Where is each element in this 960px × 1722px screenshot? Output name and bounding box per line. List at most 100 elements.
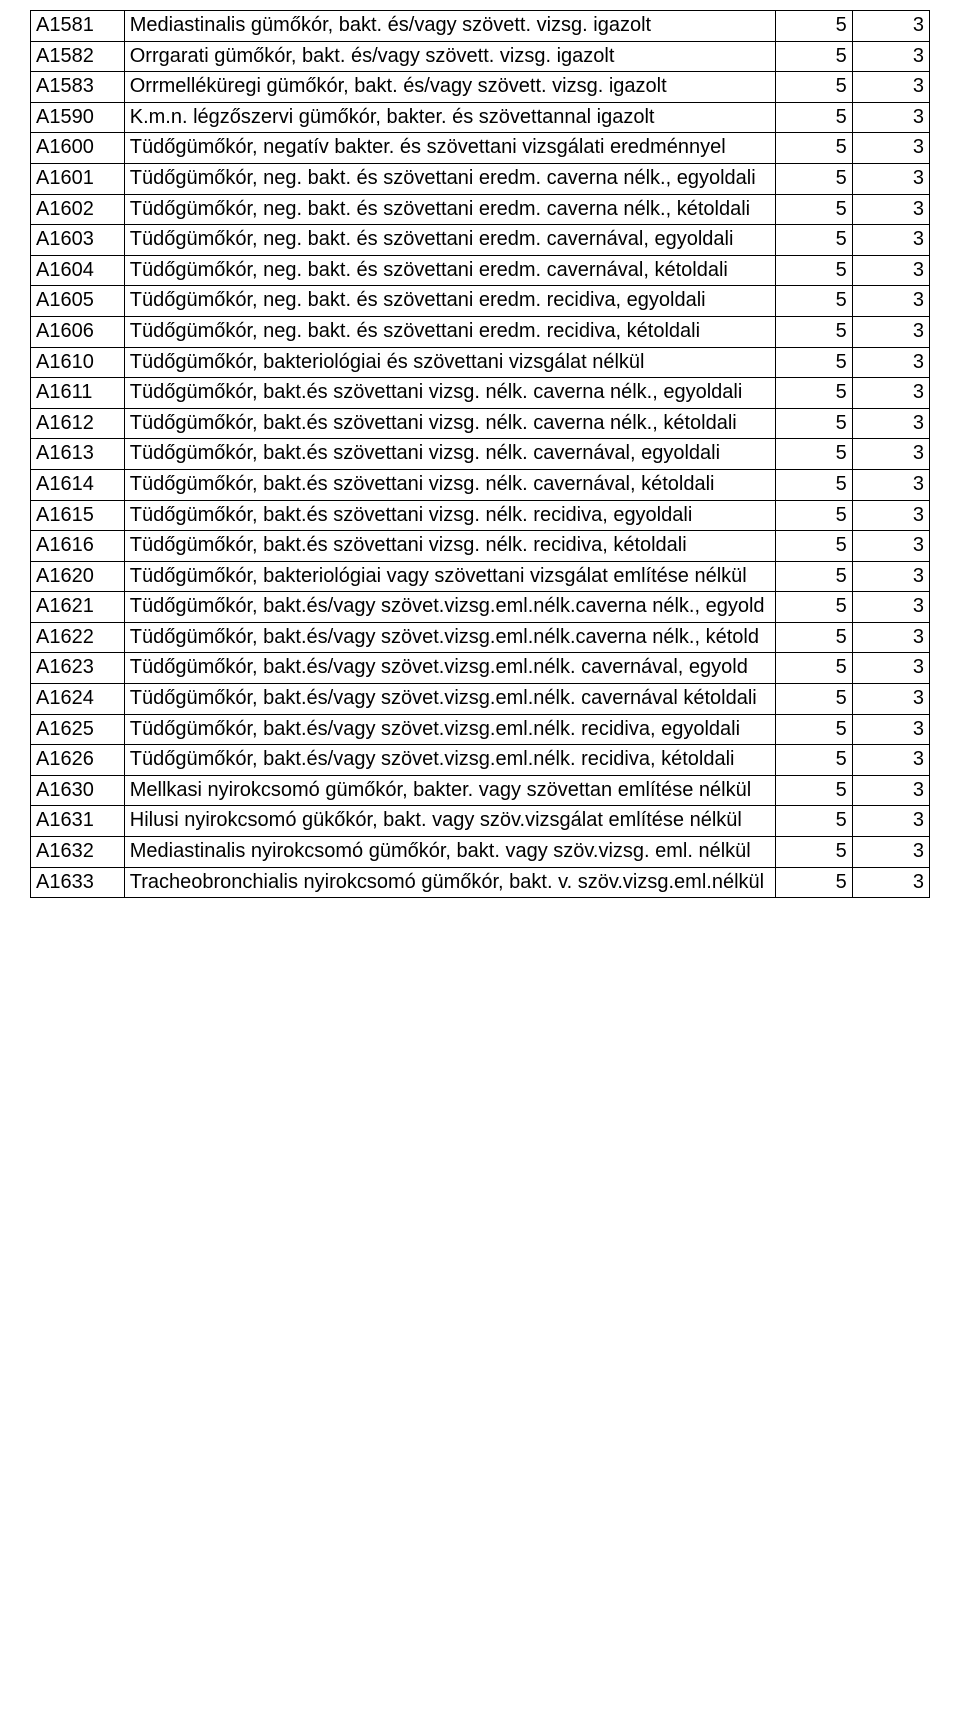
value2-cell: 3 bbox=[852, 500, 929, 531]
table-row: A1614Tüdőgümőkór, bakt.és szövettani viz… bbox=[31, 469, 930, 500]
value2-cell: 3 bbox=[852, 531, 929, 562]
code-cell: A1633 bbox=[31, 867, 125, 898]
value1-cell: 5 bbox=[775, 194, 852, 225]
description-cell: Tüdőgümőkór, bakt.és szövettani vizsg. n… bbox=[124, 469, 775, 500]
value1-cell: 5 bbox=[775, 133, 852, 164]
code-cell: A1616 bbox=[31, 531, 125, 562]
code-cell: A1624 bbox=[31, 684, 125, 715]
value2-cell: 3 bbox=[852, 11, 929, 42]
table-row: A1611Tüdőgümőkór, bakt.és szövettani viz… bbox=[31, 378, 930, 409]
description-cell: Tüdőgümőkór, bakt.és szövettani vizsg. n… bbox=[124, 500, 775, 531]
value2-cell: 3 bbox=[852, 102, 929, 133]
code-cell: A1602 bbox=[31, 194, 125, 225]
value1-cell: 5 bbox=[775, 622, 852, 653]
description-cell: Tüdőgümőkór, bakt.és/vagy szövet.vizsg.e… bbox=[124, 745, 775, 776]
description-cell: Tüdőgümőkór, neg. bakt. és szövettani er… bbox=[124, 255, 775, 286]
value2-cell: 3 bbox=[852, 316, 929, 347]
code-cell: A1614 bbox=[31, 469, 125, 500]
value2-cell: 3 bbox=[852, 286, 929, 317]
description-cell: Tüdőgümőkór, negatív bakter. és szövetta… bbox=[124, 133, 775, 164]
description-cell: Tüdőgümőkór, bakt.és/vagy szövet.vizsg.e… bbox=[124, 592, 775, 623]
description-cell: Mellkasi nyirokcsomó gümőkór, bakter. va… bbox=[124, 775, 775, 806]
value1-cell: 5 bbox=[775, 561, 852, 592]
value2-cell: 3 bbox=[852, 775, 929, 806]
value1-cell: 5 bbox=[775, 72, 852, 103]
description-cell: Mediastinalis nyirokcsomó gümőkór, bakt.… bbox=[124, 837, 775, 868]
table-row: A1632Mediastinalis nyirokcsomó gümőkór, … bbox=[31, 837, 930, 868]
value2-cell: 3 bbox=[852, 622, 929, 653]
value1-cell: 5 bbox=[775, 408, 852, 439]
value2-cell: 3 bbox=[852, 378, 929, 409]
value2-cell: 3 bbox=[852, 194, 929, 225]
table-row: A1605Tüdőgümőkór, neg. bakt. és szövetta… bbox=[31, 286, 930, 317]
table-row: A1583Orrmelléküregi gümőkór, bakt. és/va… bbox=[31, 72, 930, 103]
value1-cell: 5 bbox=[775, 469, 852, 500]
table-row: A1624Tüdőgümőkór, bakt.és/vagy szövet.vi… bbox=[31, 684, 930, 715]
table-row: A1615Tüdőgümőkór, bakt.és szövettani viz… bbox=[31, 500, 930, 531]
value1-cell: 5 bbox=[775, 225, 852, 256]
value2-cell: 3 bbox=[852, 439, 929, 470]
code-cell: A1600 bbox=[31, 133, 125, 164]
value1-cell: 5 bbox=[775, 500, 852, 531]
value1-cell: 5 bbox=[775, 867, 852, 898]
description-cell: Tüdőgümőkór, bakt.és/vagy szövet.vizsg.e… bbox=[124, 622, 775, 653]
value1-cell: 5 bbox=[775, 11, 852, 42]
code-cell: A1612 bbox=[31, 408, 125, 439]
table-row: A1620Tüdőgümőkór, bakteriológiai vagy sz… bbox=[31, 561, 930, 592]
table-row: A1623Tüdőgümőkór, bakt.és/vagy szövet.vi… bbox=[31, 653, 930, 684]
medical-code-table: A1581Mediastinalis gümőkór, bakt. és/vag… bbox=[30, 10, 930, 898]
code-cell: A1601 bbox=[31, 163, 125, 194]
value1-cell: 5 bbox=[775, 255, 852, 286]
table-row: A1630Mellkasi nyirokcsomó gümőkór, bakte… bbox=[31, 775, 930, 806]
code-cell: A1631 bbox=[31, 806, 125, 837]
description-cell: Tüdőgümőkór, bakt.és/vagy szövet.vizsg.e… bbox=[124, 714, 775, 745]
code-cell: A1620 bbox=[31, 561, 125, 592]
table-row: A1606Tüdőgümőkór, neg. bakt. és szövetta… bbox=[31, 316, 930, 347]
table-row: A1631Hilusi nyirokcsomó gükőkór, bakt. v… bbox=[31, 806, 930, 837]
value1-cell: 5 bbox=[775, 592, 852, 623]
table-row: A1626Tüdőgümőkór, bakt.és/vagy szövet.vi… bbox=[31, 745, 930, 776]
value2-cell: 3 bbox=[852, 867, 929, 898]
table-row: A1600Tüdőgümőkór, negatív bakter. és szö… bbox=[31, 133, 930, 164]
code-cell: A1621 bbox=[31, 592, 125, 623]
value1-cell: 5 bbox=[775, 316, 852, 347]
description-cell: Orrmelléküregi gümőkór, bakt. és/vagy sz… bbox=[124, 72, 775, 103]
description-cell: Tüdőgümőkór, bakt.és szövettani vizsg. n… bbox=[124, 378, 775, 409]
code-cell: A1610 bbox=[31, 347, 125, 378]
description-cell: Tüdőgümőkór, neg. bakt. és szövettani er… bbox=[124, 316, 775, 347]
table-row: A1582Orrgarati gümőkór, bakt. és/vagy sz… bbox=[31, 41, 930, 72]
description-cell: Tüdőgümőkór, neg. bakt. és szövettani er… bbox=[124, 163, 775, 194]
table-row: A1621Tüdőgümőkór, bakt.és/vagy szövet.vi… bbox=[31, 592, 930, 623]
value1-cell: 5 bbox=[775, 775, 852, 806]
table-row: A1633Tracheobronchialis nyirokcsomó gümő… bbox=[31, 867, 930, 898]
description-cell: Mediastinalis gümőkór, bakt. és/vagy szö… bbox=[124, 11, 775, 42]
value1-cell: 5 bbox=[775, 439, 852, 470]
description-cell: Tüdőgümőkór, neg. bakt. és szövettani er… bbox=[124, 286, 775, 317]
code-cell: A1615 bbox=[31, 500, 125, 531]
description-cell: Tüdőgümőkór, bakteriológiai vagy szövett… bbox=[124, 561, 775, 592]
value2-cell: 3 bbox=[852, 255, 929, 286]
code-cell: A1630 bbox=[31, 775, 125, 806]
value2-cell: 3 bbox=[852, 469, 929, 500]
value1-cell: 5 bbox=[775, 684, 852, 715]
value1-cell: 5 bbox=[775, 163, 852, 194]
value2-cell: 3 bbox=[852, 714, 929, 745]
value2-cell: 3 bbox=[852, 806, 929, 837]
table-row: A1602Tüdőgümőkór, neg. bakt. és szövetta… bbox=[31, 194, 930, 225]
code-cell: A1611 bbox=[31, 378, 125, 409]
code-cell: A1632 bbox=[31, 837, 125, 868]
value2-cell: 3 bbox=[852, 225, 929, 256]
table-row: A1612Tüdőgümőkór, bakt.és szövettani viz… bbox=[31, 408, 930, 439]
description-cell: Tüdőgümőkór, neg. bakt. és szövettani er… bbox=[124, 194, 775, 225]
value2-cell: 3 bbox=[852, 41, 929, 72]
code-cell: A1613 bbox=[31, 439, 125, 470]
value2-cell: 3 bbox=[852, 684, 929, 715]
description-cell: Hilusi nyirokcsomó gükőkór, bakt. vagy s… bbox=[124, 806, 775, 837]
value1-cell: 5 bbox=[775, 806, 852, 837]
code-cell: A1590 bbox=[31, 102, 125, 133]
value1-cell: 5 bbox=[775, 286, 852, 317]
description-cell: Tüdőgümőkór, bakt.és szövettani vizsg. n… bbox=[124, 531, 775, 562]
value1-cell: 5 bbox=[775, 102, 852, 133]
description-cell: Orrgarati gümőkór, bakt. és/vagy szövett… bbox=[124, 41, 775, 72]
code-cell: A1606 bbox=[31, 316, 125, 347]
